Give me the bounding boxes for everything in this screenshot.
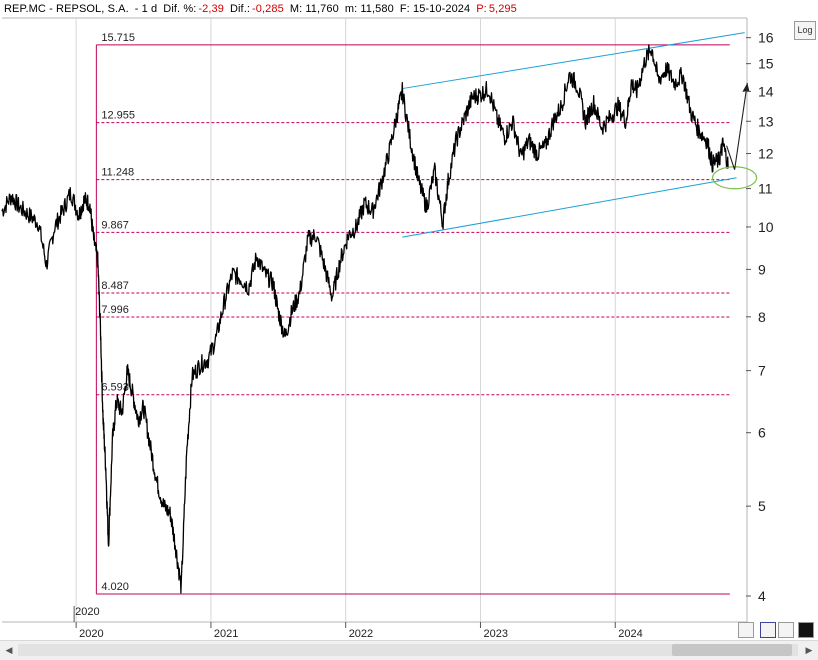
scroll-right-icon[interactable]: ▶ [805,645,813,655]
y-tick-label-4: 8 [758,309,766,325]
dif-label: Dif.: [229,3,251,15]
date-value: F: 15-10-2024 [399,3,471,15]
annotations [712,82,758,190]
pin-icon[interactable] [778,622,794,638]
y-tick-label-7: 11 [758,181,773,197]
y-tick-label-5: 9 [758,261,766,277]
y-tick-label-1: 5 [758,498,766,514]
channel-upper-line [402,32,745,90]
grid-layer [75,18,616,622]
scroll-thumb[interactable] [672,644,792,656]
save-icon[interactable] [760,622,776,638]
trend-channel [402,32,745,238]
y-tick-label-0: 4 [758,588,766,604]
price-series [1,44,730,594]
y-tick-label-10: 14 [758,83,774,99]
y-tick-label-12: 16 [758,30,774,46]
price-line [1,44,730,594]
x-tick-label-1: 2021 [214,628,238,640]
period-label: - 1 d [134,3,158,15]
chart-header: REP.MC - REPSOL, S.A. - 1 d Dif. %: -2,39 Di… [4,3,523,19]
x-start-label: 2020 [75,606,99,618]
fib-level-label-6: 6.593 [101,382,129,394]
x-axis-ticks: 2020 2021 2022 2023 2024 2020 [73,606,643,640]
y-tick-label-3: 7 [758,363,766,379]
fib-level-label-5: 7.996 [101,304,129,316]
x-tick-label-4: 2024 [618,628,642,640]
dif-pct-label: Dif. %: [163,3,197,15]
y-axis-ticks: 4 5 6 7 8 9 10 11 12 13 14 15 16 [746,30,774,604]
y-tick-label-11: 15 [758,56,774,72]
scroll-left-icon[interactable]: ◀ [5,645,13,655]
fib-level-label-7: 4.020 [101,581,129,593]
price-label: P: [476,3,487,15]
symbol-name: REP.MC - REPSOL, S.A. [4,3,129,15]
y-tick-label-6: 10 [758,219,774,235]
log-scale-button[interactable]: Log [794,21,816,40]
scroll-track[interactable] [18,644,798,656]
color-swatch-icon[interactable] [798,622,814,638]
max-value: M: 11,760 [289,3,339,15]
min-value: m: 11,580 [344,3,394,15]
horizontal-scrollbar[interactable]: ◀ ▶ [0,640,818,660]
x-tick-label-0: 2020 [79,628,103,640]
x-tick-label-3: 2023 [483,628,507,640]
y-tick-label-2: 6 [758,425,766,441]
channel-lower-line [402,177,737,238]
y-tick-label-8: 12 [758,146,774,162]
fib-level-label-4: 8.487 [101,280,129,292]
x-tick-label-2: 2022 [349,628,373,640]
fib-level-label-2: 11.248 [101,167,134,179]
dif-value: -0,285 [252,3,284,15]
fib-level-label-1: 12.955 [101,110,135,122]
price-value: 5,295 [488,3,517,15]
dif-pct-value: -2,39 [198,3,224,15]
fib-level-label-3: 9.867 [101,219,129,231]
y-tick-label-9: 13 [758,113,774,129]
fib-level-label-0: 15.715 [101,32,135,44]
projection-arrow-head [742,82,750,92]
draw-tool-icon[interactable] [738,622,754,638]
projection-arrow-line [726,82,748,170]
